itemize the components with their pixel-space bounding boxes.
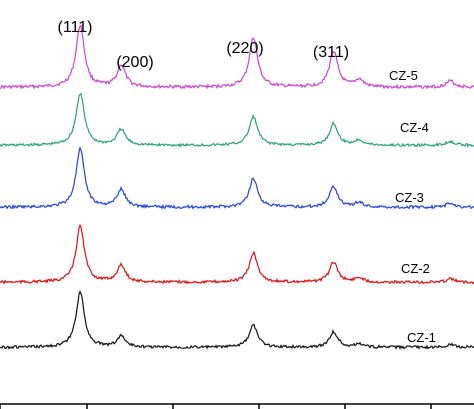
series-label-cz-2: CZ-2 <box>401 261 430 276</box>
peak-label-220: (220) <box>226 40 263 57</box>
series-line-cz-5 <box>0 24 474 90</box>
peak-label-311: (311) <box>313 44 349 61</box>
series-line-cz-4 <box>0 92 474 148</box>
peak-label-200: (200) <box>116 54 153 71</box>
series-line-cz-3 <box>0 145 474 210</box>
series-line-cz-1 <box>0 290 474 350</box>
peak-label-111: (111) <box>58 19 93 36</box>
series-label-cz-3: CZ-3 <box>395 190 424 205</box>
x-axis <box>0 403 474 409</box>
series-label-cz-4: CZ-4 <box>400 120 429 135</box>
peak-annotations: (111) (200) (220) (311) <box>58 19 350 71</box>
series-label-cz-1: CZ-1 <box>407 330 436 345</box>
series-label-cz-5: CZ-5 <box>389 68 418 83</box>
series-labels: CZ-5 CZ-4 CZ-3 CZ-2 CZ-1 <box>389 68 436 345</box>
series-line-cz-2 <box>0 223 474 285</box>
series-traces <box>0 24 474 350</box>
